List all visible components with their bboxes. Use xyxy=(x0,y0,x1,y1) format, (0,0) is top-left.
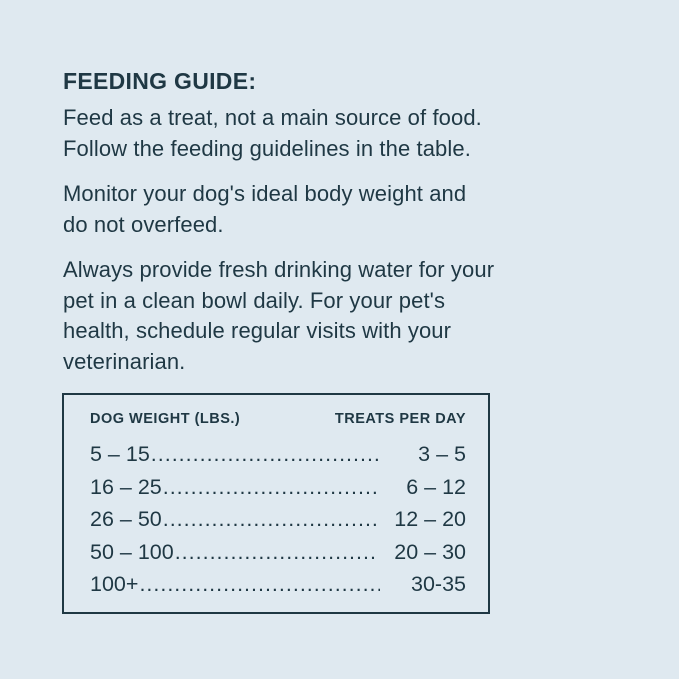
treats-cell: 12 – 20 xyxy=(394,507,466,531)
paragraph-line: pet in a clean bowl daily. For your pet'… xyxy=(63,287,446,313)
treats-column-header: TREATS PER DAY xyxy=(334,411,466,427)
leader-dots: ........................................… xyxy=(139,572,380,596)
weight-cell: 100+ xyxy=(90,572,139,596)
paragraph-monitor-weight: Monitor your dog's ideal body weight and… xyxy=(63,179,603,240)
weight-cell: 50 – 100 xyxy=(90,539,174,564)
leader-dots: ........................................… xyxy=(162,507,377,531)
treats-cell: 3 – 5 xyxy=(418,442,466,466)
weight-cell: 16 – 25 xyxy=(90,474,162,499)
paragraph-line: Monitor your dog's ideal body weight and xyxy=(63,181,467,206)
feeding-guide-section: FEEDING GUIDE: Feed as a treat, not a ma… xyxy=(63,66,603,392)
paragraph-line: veterinarian. xyxy=(63,348,186,374)
feeding-table: DOG WEIGHT (LBS.) TREATS PER DAY 5 – 15 … xyxy=(62,393,490,614)
table-header-row: DOG WEIGHT (LBS.) TREATS PER DAY xyxy=(90,411,466,427)
leader-dots: ........................................… xyxy=(162,474,380,499)
guide-heading: FEEDING GUIDE: xyxy=(63,68,257,94)
table-row: 100+ ...................................… xyxy=(90,568,466,601)
table-row: 26 – 50 ................................… xyxy=(90,503,466,536)
paragraph-line: Feed as a treat, not a main source of fo… xyxy=(63,105,482,130)
treats-cell: 30-35 xyxy=(411,572,466,596)
treats-cell: 20 – 30 xyxy=(394,539,466,564)
paragraph-line: Follow the feeding guidelines in the tab… xyxy=(63,135,471,161)
weight-column-header: DOG WEIGHT (LBS.) xyxy=(90,411,241,427)
paragraph-feed-as-treat: Feed as a treat, not a main source of fo… xyxy=(63,103,603,164)
paragraph-line: Always provide fresh drinking water for … xyxy=(63,257,495,282)
paragraph-fresh-water: Always provide fresh drinking water for … xyxy=(63,255,603,377)
paragraph-line: health, schedule regular visits with you… xyxy=(63,318,452,343)
table-row: 16 – 25 ................................… xyxy=(90,471,466,504)
paragraph-line: do not overfeed. xyxy=(63,211,224,237)
weight-cell: 26 – 50 xyxy=(90,507,162,531)
table-row: 5 – 15 .................................… xyxy=(90,438,466,471)
weight-cell: 5 – 15 xyxy=(90,442,150,466)
leader-dots: ........................................… xyxy=(174,539,377,564)
table-row: 50 – 100 ...............................… xyxy=(90,536,466,569)
treats-cell: 6 – 12 xyxy=(406,474,466,499)
leader-dots: ........................................… xyxy=(150,442,380,466)
